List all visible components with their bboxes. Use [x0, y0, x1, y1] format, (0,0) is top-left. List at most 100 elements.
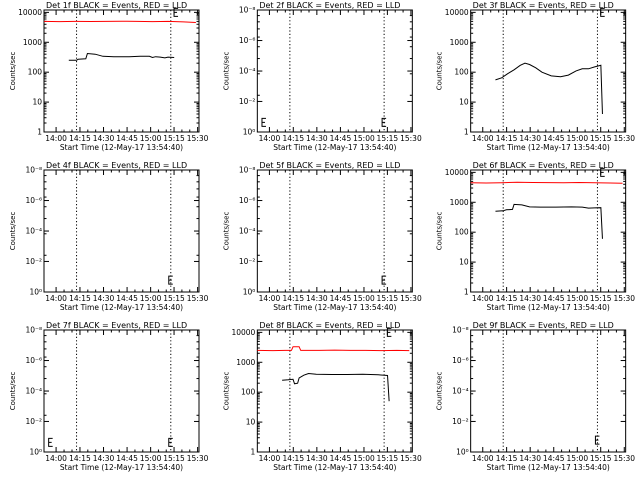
x-tick-label: 14:45 — [116, 134, 138, 143]
y-axis-label: Counts/sec — [9, 372, 17, 411]
y-tick-label: 10⁰ — [29, 288, 42, 297]
chart-panel: Det 6f BLACK = Events, RED = LLD 1 10 100 10… — [436, 161, 636, 312]
chart-title: Det 4f BLACK = Events, RED = LLD — [46, 161, 187, 170]
chart-title: Det 3f BLACK = Events, RED = LLD — [473, 1, 614, 10]
x-axis-label: Start Time (12-May-17 13:54:40) — [273, 463, 396, 472]
energy-marker — [386, 327, 392, 337]
y-tick-label: 10⁻⁴ — [452, 387, 469, 396]
plot-frame — [470, 329, 627, 453]
x-tick-label: 14:15 — [282, 294, 304, 303]
chart-panel: Det 7f BLACK = Events, RED = LLD 10⁰ 10⁻² 1… — [9, 321, 209, 472]
chart-panel: Det 8f BLACK = Events, RED = LLD 1 10 100 10… — [222, 321, 422, 472]
y-axis-label: Counts/sec — [436, 52, 444, 91]
y-tick-label: 10⁻² — [239, 257, 256, 266]
x-tick-label: 14:30 — [93, 294, 115, 303]
y-tick-label: 10⁻⁴ — [239, 227, 256, 236]
x-tick-label: 14:15 — [282, 454, 304, 463]
y-tick-label: 10⁰ — [29, 448, 42, 457]
x-tick-label: 15:00 — [140, 454, 162, 463]
plot-frame — [43, 329, 200, 453]
y-axis-label: Counts/sec — [436, 212, 444, 251]
x-tick-label: 15:30 — [187, 294, 209, 303]
x-tick-label: 14:00 — [472, 454, 494, 463]
x-axis-label: Start Time (12-May-17 13:54:40) — [273, 143, 396, 152]
energy-marker — [168, 275, 173, 285]
x-tick-label: 14:45 — [543, 294, 565, 303]
x-tick-label: 15:00 — [566, 294, 588, 303]
x-tick-label: 14:15 — [69, 294, 91, 303]
x-tick-label: 14:30 — [306, 134, 328, 143]
y-tick-label: 10⁻⁸ — [25, 166, 42, 175]
x-tick-label: 14:15 — [282, 134, 304, 143]
x-axis-label: Start Time (12-May-17 13:54:40) — [487, 303, 610, 312]
y-tick-label: 10⁰ — [243, 288, 256, 297]
x-tick-label: 15:00 — [353, 134, 375, 143]
plot-frame — [470, 9, 627, 133]
chart-title: Det 9f BLACK = Events, RED = LLD — [473, 321, 614, 330]
plot-frame — [470, 169, 627, 293]
x-axis-label: Start Time (12-May-17 13:54:40) — [60, 143, 183, 152]
y-tick-label: 10⁻⁸ — [25, 326, 42, 335]
x-tick-label: 14:00 — [259, 294, 281, 303]
x-tick-label: 14:45 — [330, 454, 352, 463]
y-tick-label: 1 — [464, 128, 469, 137]
y-tick-label: 1000 — [450, 198, 469, 207]
y-tick-label: 1000 — [236, 358, 255, 367]
x-tick-label: 14:45 — [543, 134, 565, 143]
events-series-line — [495, 62, 603, 115]
x-tick-label: 14:30 — [519, 294, 541, 303]
x-tick-label: 15:15 — [590, 454, 612, 463]
x-tick-label: 15:00 — [140, 134, 162, 143]
energy-marker — [594, 435, 600, 445]
x-tick-label: 14:30 — [306, 454, 328, 463]
chart-panel: Det 1f BLACK = Events, RED = LLD 1 10 100 10… — [9, 1, 209, 152]
energy-marker — [381, 117, 387, 127]
x-tick-label: 15:15 — [163, 294, 185, 303]
events-series-line — [68, 52, 175, 61]
x-tick-label: 14:00 — [472, 294, 494, 303]
y-tick-label: 10⁻² — [452, 417, 469, 426]
x-axis-label: Start Time (12-May-17 13:54:40) — [60, 303, 183, 312]
y-tick-label: 10⁻⁸ — [239, 166, 256, 175]
y-tick-label: 10 — [32, 98, 42, 107]
y-tick-label: 10000 — [18, 8, 42, 17]
x-tick-label: 15:15 — [377, 454, 399, 463]
chart-panel: Det 4f BLACK = Events, RED = LLD 10⁰ 10⁻² 1… — [9, 161, 209, 312]
y-tick-label: 10⁻⁶ — [452, 356, 469, 365]
chart-title: Det 7f BLACK = Events, RED = LLD — [46, 321, 187, 330]
y-tick-label: 1 — [464, 288, 469, 297]
lld-series-line — [470, 181, 623, 184]
energy-marker — [600, 167, 605, 177]
x-tick-label: 14:45 — [116, 454, 138, 463]
chart-title: Det 6f BLACK = Events, RED = LLD — [473, 161, 614, 170]
x-tick-label: 15:00 — [566, 454, 588, 463]
x-tick-label: 14:45 — [330, 134, 352, 143]
x-tick-label: 15:00 — [353, 454, 375, 463]
x-tick-label: 14:30 — [519, 454, 541, 463]
x-axis-label: Start Time (12-May-17 13:54:40) — [60, 463, 183, 472]
y-tick-label: 10⁰ — [243, 128, 256, 137]
x-tick-label: 15:15 — [590, 294, 612, 303]
events-series-line — [495, 203, 603, 239]
energy-marker — [600, 7, 605, 17]
y-axis-label: Counts/sec — [222, 212, 230, 251]
x-tick-label: 15:15 — [377, 294, 399, 303]
y-axis-label: Counts/sec — [222, 52, 230, 91]
x-tick-label: 15:15 — [377, 134, 399, 143]
y-tick-label: 10⁻⁶ — [239, 196, 256, 205]
x-tick-label: 15:30 — [613, 294, 635, 303]
y-tick-label: 1 — [37, 128, 42, 137]
x-tick-label: 15:00 — [353, 294, 375, 303]
x-tick-label: 15:00 — [566, 134, 588, 143]
x-tick-label: 14:45 — [330, 294, 352, 303]
x-tick-label: 14:00 — [472, 134, 494, 143]
chart-panel: Det 3f BLACK = Events, RED = LLD 1 10 100 10… — [436, 1, 636, 152]
x-tick-label: 14:30 — [519, 134, 541, 143]
x-tick-label: 15:30 — [400, 294, 422, 303]
x-axis-label: Start Time (12-May-17 13:54:40) — [487, 463, 610, 472]
y-tick-label: 100 — [28, 68, 43, 77]
x-tick-label: 15:30 — [187, 134, 209, 143]
y-tick-label: 100 — [454, 228, 469, 237]
x-tick-label: 14:15 — [69, 134, 91, 143]
y-tick-label: 10⁻⁶ — [239, 36, 256, 45]
